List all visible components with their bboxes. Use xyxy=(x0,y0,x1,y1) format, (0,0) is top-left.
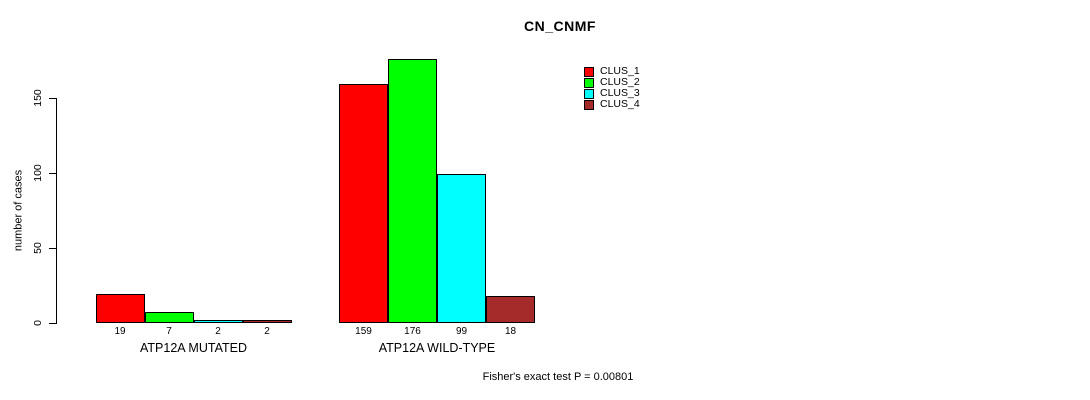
bar-clus_1-wildtype xyxy=(339,84,388,323)
group-label: ATP12A MUTATED xyxy=(140,341,247,355)
bar-value-label: 99 xyxy=(455,326,468,337)
legend-item: CLUS_4 xyxy=(584,99,640,110)
chart-title: CN_CNMF xyxy=(524,18,596,34)
legend-item: CLUS_2 xyxy=(584,77,640,88)
y-tick-mark xyxy=(49,173,56,174)
bar-value-label: 159 xyxy=(355,326,372,337)
bar-value-label: 18 xyxy=(504,326,517,337)
bar-clus_4-wildtype xyxy=(486,296,535,323)
legend-label: CLUS_4 xyxy=(600,98,640,110)
legend-swatch-icon xyxy=(584,99,594,110)
y-tick-label: 100 xyxy=(32,164,44,182)
legend-swatch-icon xyxy=(584,88,594,99)
legend-item: CLUS_3 xyxy=(584,88,640,99)
bar-clus_4-mutated xyxy=(242,320,292,323)
footer-note: Fisher's exact test P = 0.00801 xyxy=(482,371,634,383)
bar-clus_2-mutated xyxy=(144,312,194,323)
bar-clus_3-wildtype xyxy=(437,174,486,323)
bar-clus_2-wildtype xyxy=(388,59,437,323)
legend-item: CLUS_1 xyxy=(584,66,640,77)
group-label: ATP12A WILD-TYPE xyxy=(378,341,496,355)
legend: CLUS_1 CLUS_2 CLUS_3 CLUS_4 xyxy=(584,66,640,110)
legend-label: CLUS_1 xyxy=(600,65,640,77)
bar-value-label: 176 xyxy=(404,326,421,337)
bar-value-label: 2 xyxy=(215,326,221,337)
legend-label: CLUS_2 xyxy=(600,76,640,88)
bar-value-label: 19 xyxy=(114,326,126,337)
bar-clus_1-mutated xyxy=(95,294,145,323)
y-tick-mark xyxy=(49,98,56,99)
y-tick-label: 0 xyxy=(32,320,44,326)
y-tick-mark xyxy=(49,323,56,324)
y-axis-line xyxy=(56,98,57,324)
legend-label: CLUS_3 xyxy=(600,87,640,99)
y-axis-label: number of cases xyxy=(12,169,25,252)
legend-swatch-icon xyxy=(584,77,594,88)
bar-clus_3-mutated xyxy=(193,320,243,323)
bar-value-label: 2 xyxy=(264,326,270,337)
legend-swatch-icon xyxy=(584,66,594,77)
y-tick-mark xyxy=(49,248,56,249)
y-tick-label: 50 xyxy=(32,242,44,254)
bar-value-label: 7 xyxy=(166,326,172,337)
y-tick-label: 150 xyxy=(32,89,44,107)
